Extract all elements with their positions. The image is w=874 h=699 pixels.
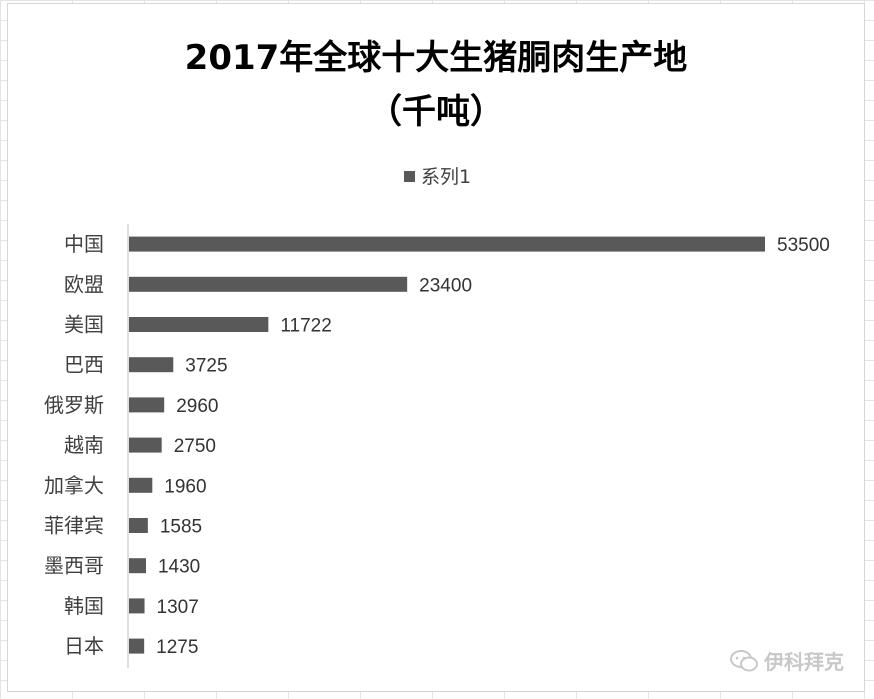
chart-subtitle: （千吨）: [368, 92, 504, 132]
category-label: 欧盟: [64, 272, 104, 296]
bar-chart: 2017年全球十大生猪胴肉生产地 （千吨） 系列1 中国 53500 欧盟 23400…: [44, 38, 830, 669]
plot-area: 中国 53500 欧盟 23400 美国 11722 巴西 3725 俄罗斯 2960 越南 2750…: [44, 224, 830, 669]
bar[interactable]: [129, 317, 269, 332]
category-label: 中国: [64, 232, 104, 256]
bar[interactable]: [129, 397, 165, 413]
data-label: 1275: [156, 637, 198, 658]
data-label: 2750: [174, 436, 216, 457]
bar[interactable]: [129, 437, 162, 453]
legend: 系列1: [404, 166, 471, 188]
category-label: 韩国: [64, 594, 104, 618]
bar[interactable]: [129, 598, 145, 614]
bar[interactable]: [129, 236, 765, 252]
data-label: 2960: [176, 396, 218, 417]
data-label: 1307: [157, 597, 199, 618]
bar[interactable]: [129, 518, 148, 533]
data-label: 23400: [419, 275, 472, 296]
chart-title: 2017年全球十大生猪胴肉生产地: [185, 38, 688, 78]
bar[interactable]: [129, 357, 174, 373]
bar[interactable]: [129, 477, 153, 493]
bar[interactable]: [129, 276, 408, 292]
wechat-icon: [730, 649, 758, 671]
data-label: 1960: [164, 476, 206, 497]
category-label: 巴西: [64, 353, 104, 377]
category-label: 加拿大: [44, 473, 104, 497]
category-label: 越南: [64, 433, 104, 457]
data-label: 11722: [280, 316, 331, 337]
data-label: 3725: [185, 356, 227, 377]
data-label: 1585: [160, 517, 202, 538]
category-label: 美国: [64, 313, 104, 337]
category-label: 墨西哥: [44, 554, 104, 578]
category-label: 日本: [64, 634, 104, 658]
category-label: 菲律宾: [44, 514, 104, 538]
chart-area[interactable]: 2017年全球十大生猪胴肉生产地 （千吨） 系列1 中国 53500 欧盟 23400…: [7, 3, 865, 692]
data-label: 53500: [777, 235, 830, 256]
bar[interactable]: [129, 558, 146, 574]
legend-label: 系列1: [421, 166, 471, 188]
watermark-text: 伊科拜克: [764, 650, 844, 674]
category-label: 俄罗斯: [44, 393, 104, 417]
bar[interactable]: [129, 638, 145, 654]
data-label: 1430: [158, 557, 200, 578]
watermark: 伊科拜克: [730, 646, 844, 675]
legend-swatch: [404, 171, 415, 182]
